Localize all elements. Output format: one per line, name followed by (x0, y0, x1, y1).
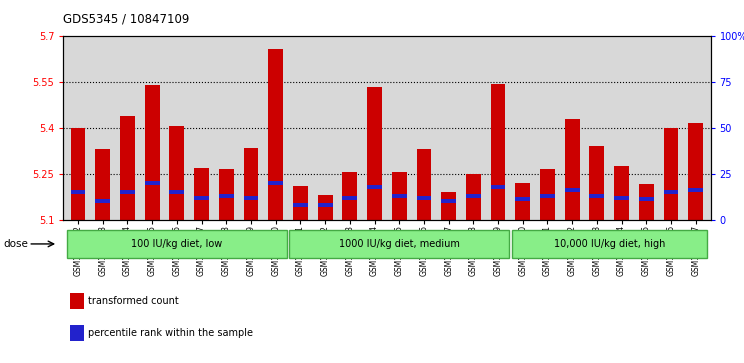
Bar (95, 149, 110, 220)
Bar (512, 230, 707, 258)
Bar (194, 168, 209, 220)
Bar (194, 196, 209, 200)
Bar (293, 203, 308, 207)
Bar (170, 190, 185, 194)
Bar (688, 123, 703, 220)
Bar (70, 293, 84, 309)
Bar (565, 119, 580, 220)
Bar (417, 196, 432, 200)
Bar (243, 196, 258, 200)
Bar (614, 196, 629, 200)
Bar (466, 174, 481, 220)
Bar (392, 172, 407, 220)
Bar (441, 199, 456, 203)
Bar (441, 192, 456, 220)
Bar (145, 85, 160, 220)
Text: 1000 IU/kg diet, medium: 1000 IU/kg diet, medium (339, 238, 460, 249)
Bar (269, 181, 283, 185)
Bar (120, 116, 135, 220)
Bar (392, 194, 407, 198)
Bar (71, 190, 86, 194)
Bar (120, 190, 135, 194)
Bar (289, 230, 509, 258)
Bar (664, 190, 679, 194)
Text: 10,000 IU/kg diet, high: 10,000 IU/kg diet, high (554, 238, 665, 249)
Text: GDS5345 / 10847109: GDS5345 / 10847109 (63, 13, 190, 26)
Bar (219, 169, 234, 220)
Bar (95, 199, 110, 203)
Bar (664, 128, 679, 220)
Bar (614, 166, 629, 220)
Bar (367, 87, 382, 220)
Bar (565, 188, 580, 192)
Bar (70, 325, 84, 341)
Bar (589, 146, 604, 220)
Text: dose: dose (4, 239, 28, 249)
Bar (342, 196, 357, 200)
Bar (639, 197, 654, 201)
Bar (516, 197, 530, 201)
Bar (219, 194, 234, 198)
Text: percentile rank within the sample: percentile rank within the sample (88, 328, 253, 338)
Bar (170, 126, 185, 220)
Bar (516, 183, 530, 220)
Bar (318, 195, 333, 220)
Bar (490, 83, 505, 220)
Bar (367, 185, 382, 189)
Bar (490, 185, 505, 189)
Text: transformed count: transformed count (88, 296, 179, 306)
Bar (540, 194, 555, 198)
Bar (293, 186, 308, 220)
Bar (540, 169, 555, 220)
Text: 100 IU/kg diet, low: 100 IU/kg diet, low (131, 238, 222, 249)
Bar (269, 49, 283, 220)
Bar (71, 128, 86, 220)
Bar (342, 172, 357, 220)
Bar (589, 194, 604, 198)
Bar (466, 194, 481, 198)
Bar (417, 149, 432, 220)
Bar (318, 203, 333, 207)
Bar (145, 181, 160, 185)
Bar (688, 188, 703, 192)
Bar (67, 230, 287, 258)
Bar (639, 184, 654, 220)
Bar (243, 148, 258, 220)
